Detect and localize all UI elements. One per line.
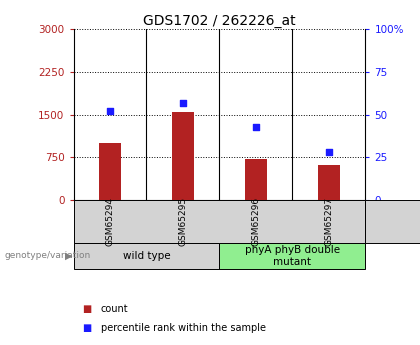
Title: GDS1702 / 262226_at: GDS1702 / 262226_at	[143, 14, 296, 28]
Point	[252, 124, 259, 129]
Bar	[99, 143, 121, 200]
Text: ■: ■	[82, 323, 91, 333]
Bar	[74, 200, 365, 243]
Text: count: count	[101, 304, 129, 314]
Text: GSM65295: GSM65295	[178, 197, 187, 246]
Bar	[74, 243, 220, 269]
Text: ■: ■	[82, 304, 91, 314]
Text: ▶: ▶	[65, 251, 73, 261]
Bar	[318, 165, 340, 200]
Text: percentile rank within the sample: percentile rank within the sample	[101, 323, 266, 333]
Text: GSM65296: GSM65296	[252, 197, 260, 246]
Bar	[245, 159, 267, 200]
Bar	[172, 112, 194, 200]
Point	[180, 100, 186, 106]
Bar	[365, 200, 420, 243]
Text: wild type: wild type	[123, 251, 170, 261]
Text: GSM65297: GSM65297	[324, 197, 333, 246]
Point	[326, 149, 332, 155]
Text: phyA phyB double
mutant: phyA phyB double mutant	[245, 245, 340, 267]
Point	[107, 109, 113, 114]
Text: GSM65294: GSM65294	[105, 197, 115, 246]
Bar	[220, 243, 365, 269]
Text: genotype/variation: genotype/variation	[4, 252, 90, 260]
